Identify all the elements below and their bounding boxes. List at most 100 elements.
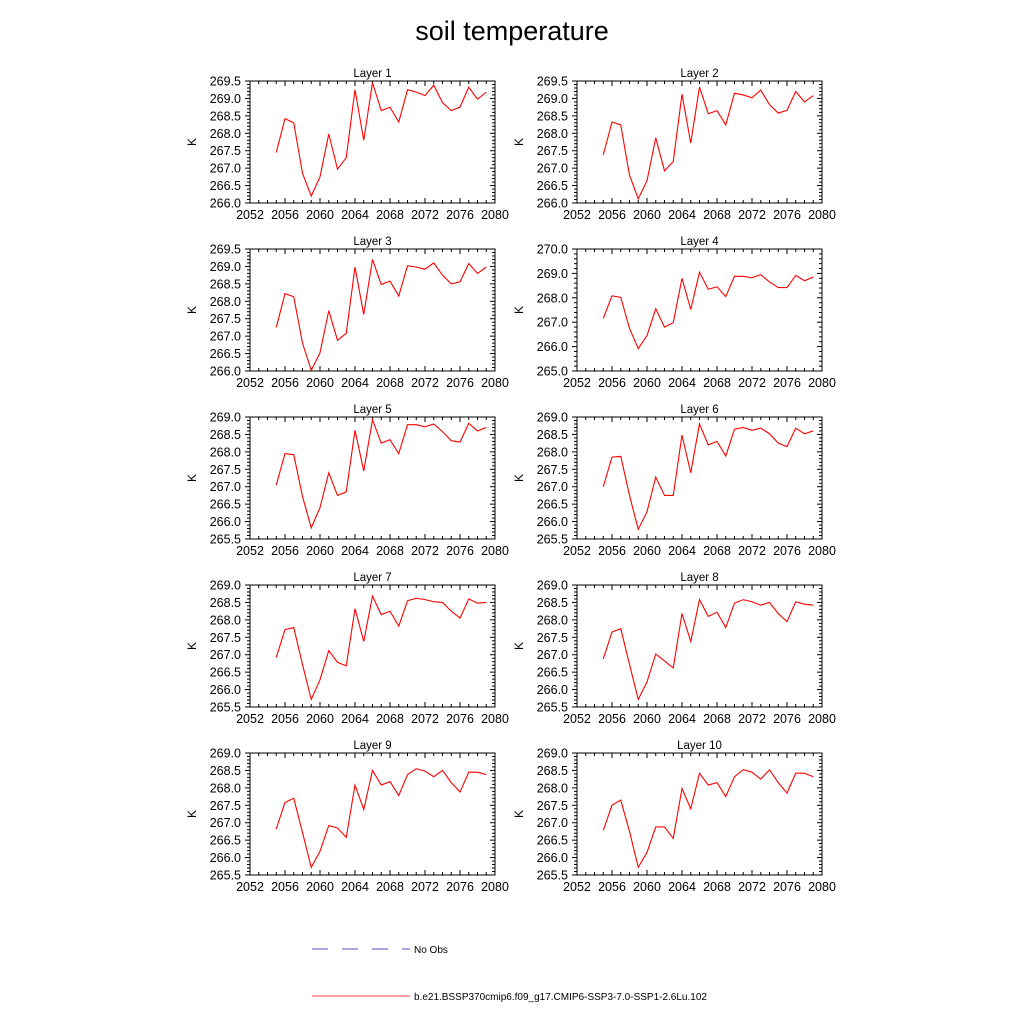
x-tick-label: 2056 bbox=[271, 544, 299, 558]
panel-layer-9: Layer 9 K 2052 2056 2060 2064 2068 2072 2076 2080… bbox=[185, 740, 509, 894]
x-tick-label: 2068 bbox=[376, 880, 404, 894]
y-tick-label: 267.5 bbox=[210, 312, 241, 326]
x-tick-label: 2060 bbox=[306, 376, 334, 390]
x-tick-label: 2080 bbox=[481, 712, 509, 726]
x-tick-label: 2052 bbox=[236, 208, 264, 222]
x-tick-label: 2052 bbox=[563, 376, 591, 390]
y-tick-label: 268.0 bbox=[537, 781, 568, 795]
x-tick-label: 2072 bbox=[411, 712, 439, 726]
x-tick-label: 2068 bbox=[376, 712, 404, 726]
x-tick-label: 2080 bbox=[481, 544, 509, 558]
y-tick-label: 267.0 bbox=[537, 316, 568, 330]
y-axis-label: K bbox=[185, 474, 199, 482]
x-tick-label: 2060 bbox=[306, 544, 334, 558]
y-tick-label: 267.0 bbox=[537, 480, 568, 494]
y-tick-label: 268.0 bbox=[210, 781, 241, 795]
y-tick-label: 266.5 bbox=[210, 347, 241, 361]
x-tick-label: 2060 bbox=[633, 712, 661, 726]
y-tick-label: 269.0 bbox=[210, 260, 241, 274]
y-tick-label: 267.5 bbox=[210, 631, 241, 645]
legend: No Obs b.e21.BSSP370cmip6.f09_g17.CMIP6-… bbox=[312, 945, 707, 1003]
x-tick-label: 2076 bbox=[446, 544, 474, 558]
y-tick-label: 265.5 bbox=[537, 701, 568, 715]
x-tick-label: 2064 bbox=[668, 880, 696, 894]
y-tick-label: 268.0 bbox=[210, 445, 241, 459]
y-tick-label: 265.5 bbox=[210, 701, 241, 715]
x-tick-label: 2080 bbox=[808, 544, 836, 558]
y-tick-label: 268.0 bbox=[210, 613, 241, 627]
y-tick-label: 267.5 bbox=[537, 799, 568, 813]
x-tick-label: 2056 bbox=[598, 712, 626, 726]
y-tick-label: 267.0 bbox=[537, 162, 568, 176]
x-tick-label: 2060 bbox=[633, 880, 661, 894]
y-axis-label: K bbox=[185, 810, 199, 818]
x-tick-label: 2076 bbox=[446, 376, 474, 390]
x-tick-label: 2056 bbox=[271, 712, 299, 726]
y-axis-label: K bbox=[185, 642, 199, 650]
x-tick-label: 2068 bbox=[703, 544, 731, 558]
y-tick-label: 269.0 bbox=[537, 579, 568, 593]
x-tick-label: 2068 bbox=[703, 208, 731, 222]
x-tick-label: 2064 bbox=[341, 880, 369, 894]
y-tick-label: 266.0 bbox=[210, 365, 241, 379]
x-tick-label: 2056 bbox=[271, 376, 299, 390]
panel-title: Layer 10 bbox=[677, 740, 722, 752]
x-tick-label: 2064 bbox=[341, 376, 369, 390]
panel-title: Layer 4 bbox=[680, 236, 719, 248]
x-tick-label: 2064 bbox=[668, 712, 696, 726]
y-tick-label: 267.0 bbox=[537, 648, 568, 662]
y-tick-label: 267.5 bbox=[210, 799, 241, 813]
panel-title: Layer 5 bbox=[353, 404, 391, 416]
y-tick-label: 265.5 bbox=[210, 869, 241, 883]
x-tick-label: 2056 bbox=[271, 208, 299, 222]
y-tick-label: 268.5 bbox=[210, 596, 241, 610]
y-tick-label: 269.0 bbox=[210, 747, 241, 761]
y-axis-label: K bbox=[185, 306, 199, 314]
y-tick-label: 266.0 bbox=[537, 683, 568, 697]
y-tick-label: 266.5 bbox=[537, 179, 568, 193]
y-tick-label: 266.0 bbox=[537, 340, 568, 354]
y-tick-label: 266.5 bbox=[537, 498, 568, 512]
x-tick-label: 2052 bbox=[563, 544, 591, 558]
legend-label-model: b.e21.BSSP370cmip6.f09_g17.CMIP6-SSP3-7.… bbox=[414, 992, 707, 1003]
x-tick-label: 2072 bbox=[411, 880, 439, 894]
y-tick-label: 267.5 bbox=[537, 463, 568, 477]
y-tick-label: 268.5 bbox=[537, 764, 568, 778]
x-tick-label: 2052 bbox=[236, 376, 264, 390]
x-tick-label: 2072 bbox=[411, 208, 439, 222]
y-tick-label: 267.0 bbox=[210, 648, 241, 662]
y-tick-label: 266.0 bbox=[210, 683, 241, 697]
y-axis-label: K bbox=[512, 474, 526, 482]
y-axis-label: K bbox=[512, 306, 526, 314]
y-tick-label: 266.0 bbox=[210, 515, 241, 529]
x-tick-label: 2072 bbox=[738, 544, 766, 558]
x-tick-label: 2052 bbox=[236, 544, 264, 558]
x-tick-label: 2080 bbox=[808, 376, 836, 390]
panel-layer-7: Layer 7 K 2052 2056 2060 2064 2068 2072 2076 2080… bbox=[185, 572, 509, 726]
panel-layer-6: Layer 6 K 2052 2056 2060 2064 2068 2072 2076 2080… bbox=[512, 404, 836, 558]
y-tick-label: 268.5 bbox=[210, 428, 241, 442]
x-tick-label: 2072 bbox=[738, 376, 766, 390]
y-tick-label: 268.5 bbox=[210, 764, 241, 778]
x-tick-label: 2060 bbox=[306, 208, 334, 222]
x-tick-label: 2068 bbox=[703, 712, 731, 726]
panels-group: Layer 1 K 2052 2056 2060 2064 2068 2072 2076 2080… bbox=[185, 68, 836, 894]
y-tick-label: 268.0 bbox=[537, 127, 568, 141]
legend-label-no-obs: No Obs bbox=[414, 945, 448, 956]
y-tick-label: 268.5 bbox=[537, 428, 568, 442]
y-tick-label: 267.5 bbox=[210, 144, 241, 158]
y-axis-label: K bbox=[512, 810, 526, 818]
x-tick-label: 2060 bbox=[633, 544, 661, 558]
panel-layer-10: Layer 10 K 2052 2056 2060 2064 2068 2072 2076 208… bbox=[512, 740, 836, 894]
y-tick-label: 265.5 bbox=[537, 533, 568, 547]
x-tick-label: 2068 bbox=[703, 376, 731, 390]
x-tick-label: 2064 bbox=[668, 208, 696, 222]
x-tick-label: 2064 bbox=[341, 208, 369, 222]
y-tick-label: 269.0 bbox=[537, 411, 568, 425]
x-tick-label: 2068 bbox=[376, 208, 404, 222]
x-tick-label: 2064 bbox=[668, 544, 696, 558]
x-tick-label: 2080 bbox=[481, 376, 509, 390]
y-tick-label: 265.5 bbox=[210, 533, 241, 547]
x-tick-label: 2064 bbox=[341, 544, 369, 558]
